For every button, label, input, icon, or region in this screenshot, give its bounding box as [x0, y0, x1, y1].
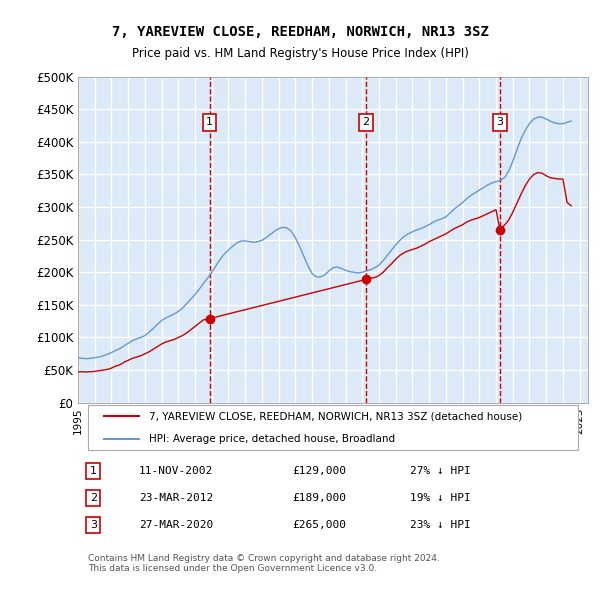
Text: HPI: Average price, detached house, Broadland: HPI: Average price, detached house, Broa… [149, 434, 395, 444]
Text: £129,000: £129,000 [292, 466, 346, 476]
Text: 3: 3 [90, 520, 97, 530]
FancyBboxPatch shape [88, 405, 578, 450]
Text: £265,000: £265,000 [292, 520, 346, 530]
Text: Contains HM Land Registry data © Crown copyright and database right 2024.
This d: Contains HM Land Registry data © Crown c… [88, 553, 440, 573]
Text: 7, YAREVIEW CLOSE, REEDHAM, NORWICH, NR13 3SZ: 7, YAREVIEW CLOSE, REEDHAM, NORWICH, NR1… [112, 25, 488, 40]
Text: 1: 1 [206, 117, 213, 127]
Text: 27-MAR-2020: 27-MAR-2020 [139, 520, 214, 530]
Text: 11-NOV-2002: 11-NOV-2002 [139, 466, 214, 476]
Text: 2: 2 [362, 117, 370, 127]
Text: £189,000: £189,000 [292, 493, 346, 503]
Text: 23-MAR-2012: 23-MAR-2012 [139, 493, 214, 503]
Text: Price paid vs. HM Land Registry's House Price Index (HPI): Price paid vs. HM Land Registry's House … [131, 47, 469, 60]
Text: 19% ↓ HPI: 19% ↓ HPI [409, 493, 470, 503]
Text: 27% ↓ HPI: 27% ↓ HPI [409, 466, 470, 476]
Text: 7, YAREVIEW CLOSE, REEDHAM, NORWICH, NR13 3SZ (detached house): 7, YAREVIEW CLOSE, REEDHAM, NORWICH, NR1… [149, 411, 523, 421]
Text: 1: 1 [90, 466, 97, 476]
Text: 2: 2 [90, 493, 97, 503]
Text: 3: 3 [496, 117, 503, 127]
Text: 23% ↓ HPI: 23% ↓ HPI [409, 520, 470, 530]
